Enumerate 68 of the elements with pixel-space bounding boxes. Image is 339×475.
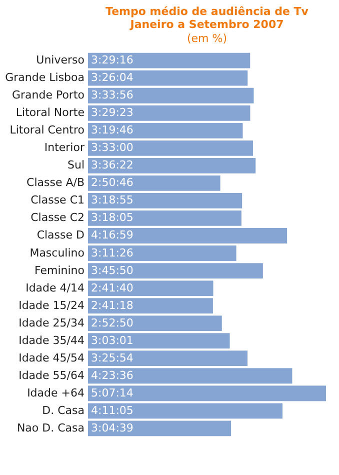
y-tick-label: Classe D — [36, 228, 84, 242]
bar — [88, 210, 242, 226]
y-tick-label: Idade +64 — [27, 386, 84, 400]
bar — [88, 403, 283, 419]
data-label: 3:25:54 — [91, 351, 134, 364]
data-label: 3:19:46 — [91, 124, 134, 137]
data-label: 3:33:00 — [91, 141, 134, 154]
y-tick-label: Litoral Norte — [16, 106, 85, 120]
y-tick-label: Classe C2 — [30, 211, 84, 224]
bar — [88, 158, 256, 174]
data-label: 5:07:14 — [91, 386, 134, 400]
bar — [88, 386, 326, 402]
y-tick-label: Universo — [36, 54, 85, 67]
y-tick-label: Idade 55/64 — [18, 368, 84, 382]
bar — [88, 316, 222, 332]
y-tick-label: Sul — [67, 158, 84, 172]
bar — [88, 368, 292, 384]
y-tick-label: Grande Lisboa — [5, 71, 84, 84]
y-tick-label: Idade 45/54 — [18, 351, 84, 364]
y-tick-label: Idade 4/14 — [26, 281, 84, 294]
y-tick-label: Litoral Centro — [10, 124, 85, 137]
bar — [88, 52, 250, 68]
data-label: 4:23:36 — [91, 368, 134, 382]
data-label: 3:36:22 — [91, 158, 134, 172]
data-label: 2:41:18 — [91, 298, 134, 312]
bar — [88, 263, 263, 278]
data-label: 3:04:39 — [91, 421, 134, 434]
y-tick-label: Interior — [44, 141, 85, 154]
chart-subtitle: (em %) — [186, 32, 228, 45]
bar — [88, 280, 214, 296]
data-label: 3:18:55 — [91, 194, 134, 207]
bar — [88, 420, 232, 436]
data-label: 3:29:16 — [91, 54, 134, 67]
bar — [88, 88, 254, 104]
data-label: 3:11:26 — [91, 246, 134, 260]
data-label: 3:03:01 — [91, 334, 134, 347]
bar — [88, 193, 242, 208]
y-tick-label: Classe A/B — [26, 176, 84, 190]
y-tick-label: Idade 35/44 — [18, 334, 84, 347]
data-label: 3:29:23 — [91, 106, 134, 120]
chart-title: Tempo médio de audiência de Tv Janeiro a Setembro 2007 — [106, 5, 310, 31]
y-tick-label: Feminino — [34, 264, 85, 277]
data-label: 4:11:05 — [91, 404, 134, 417]
data-label: 2:50:46 — [91, 176, 134, 190]
bar — [88, 333, 230, 349]
bar — [88, 228, 288, 244]
y-tick-label: Masculino — [30, 246, 85, 260]
data-label: 2:41:40 — [91, 281, 134, 294]
bar — [88, 350, 248, 366]
bar — [88, 105, 250, 121]
y-tick-label: Idade 15/24 — [18, 298, 84, 312]
data-label: 4:16:59 — [91, 228, 134, 242]
data-label: 2:52:50 — [91, 316, 134, 330]
bar — [88, 175, 220, 191]
data-label: 3:18:05 — [91, 211, 134, 224]
data-label: 3:33:56 — [91, 88, 134, 102]
bar — [88, 140, 254, 156]
y-tick-label: Idade 25/34 — [18, 316, 84, 330]
y-tick-label: D. Casa — [42, 404, 84, 417]
y-tick-label: Grande Porto — [12, 88, 85, 102]
y-tick-label: Classe C1 — [30, 194, 84, 207]
data-label: 3:26:04 — [91, 71, 134, 84]
data-label: 3:45:50 — [91, 264, 134, 277]
bar — [88, 246, 236, 261]
bar — [88, 298, 213, 314]
y-tick-label: Nao D. Casa — [16, 421, 84, 434]
bar — [88, 70, 248, 86]
bar — [88, 122, 243, 138]
